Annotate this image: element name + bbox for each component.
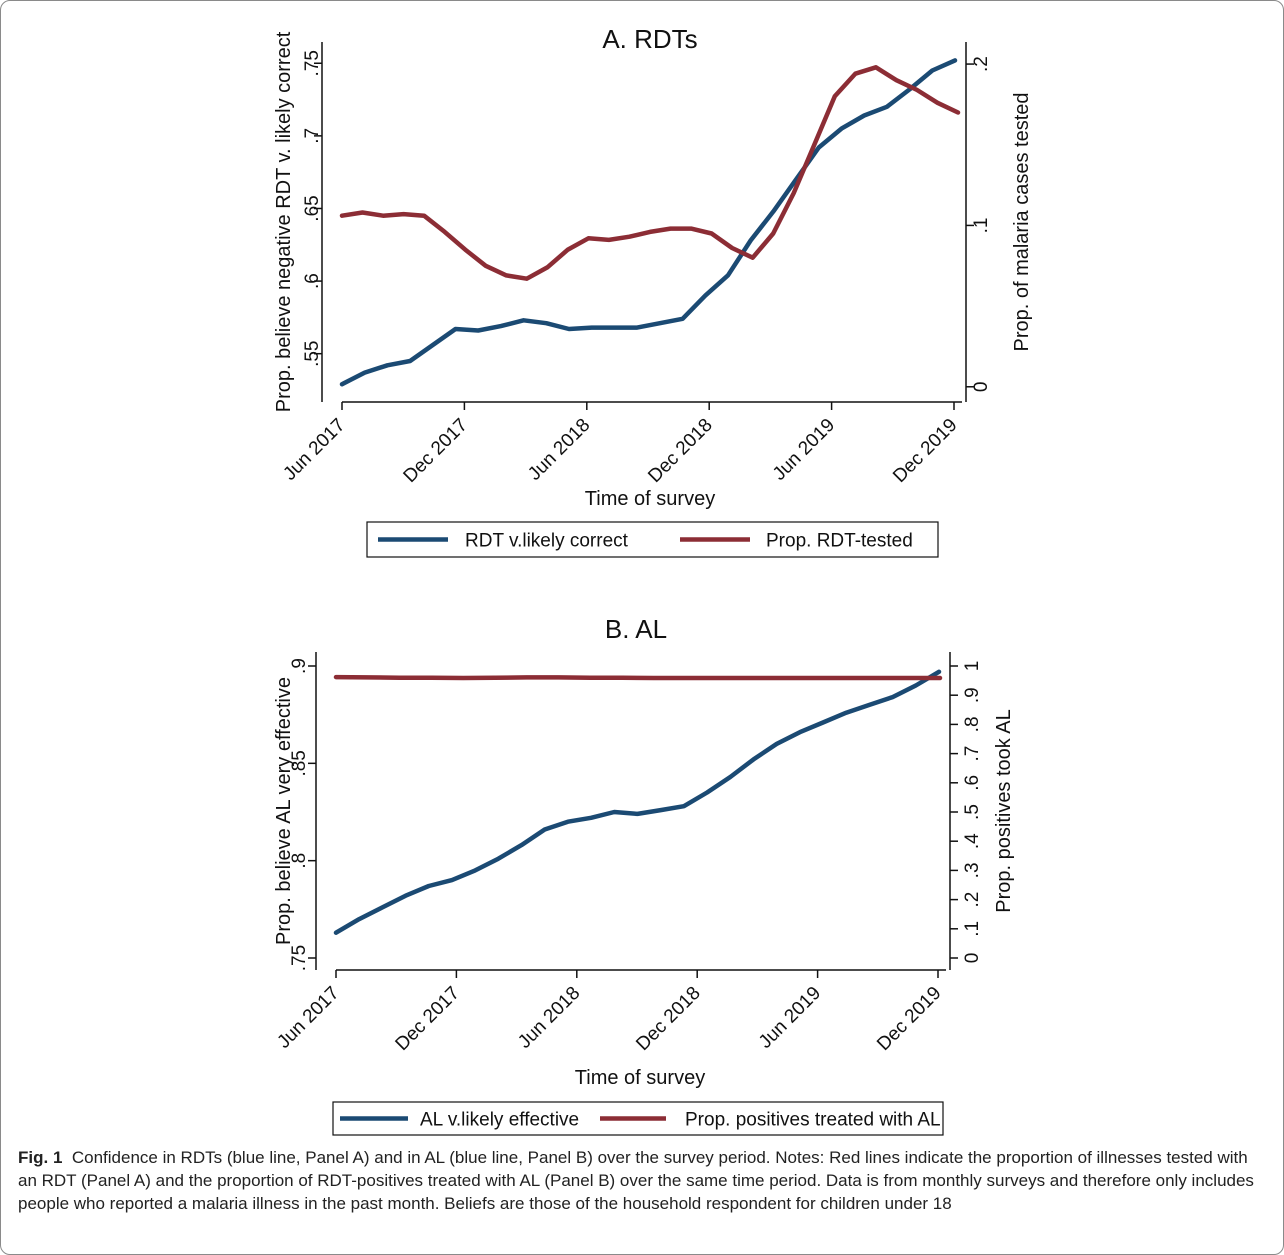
panel-a-ytick-label: .75 <box>302 50 323 76</box>
panel-a-y-axis-right-title: Prop. of malaria cases tested <box>1011 92 1033 351</box>
panel-b-ytick-label: .8 <box>289 853 310 869</box>
figure-canvas: A. RDTs .55 .6 .65 .7 .75 0 .1 .2 Jun 2017 Dec 201… <box>273 24 1033 1136</box>
panel-b-ytick-label: .75 <box>289 945 310 971</box>
panel-a-title: A. RDTs <box>602 24 697 54</box>
panel-a-ytick-label: .7 <box>302 128 323 144</box>
panel-b-ytick-right-label: .3 <box>962 862 983 878</box>
panel-b-y-axis-right-title: Prop. positives took AL <box>993 709 1015 912</box>
panel-b-ytick-label: .85 <box>289 750 310 776</box>
panel-b-ytick-right-label: .2 <box>962 892 983 908</box>
panel-b-xtick-label: Dec 2019 <box>873 983 945 1055</box>
panel-a-series-blue-line <box>339 58 958 387</box>
panel-a-series-red-line <box>339 65 961 281</box>
panel-a-xtick-label: Dec 2017 <box>400 415 472 487</box>
caption-text: Confidence in RDTs (blue line, Panel A) … <box>18 1148 1254 1213</box>
panel-a-legend-label-red: Prop. RDT-tested <box>766 531 913 552</box>
panel-b-xtick-label: Jun 2018 <box>514 983 584 1053</box>
panel-b-ytick-right-label: .1 <box>962 921 983 937</box>
panel-b-xtick-label: Jun 2019 <box>755 983 825 1053</box>
panel-b-series-blue-line <box>333 669 942 935</box>
panel-b-xtick-label: Dec 2017 <box>392 983 464 1055</box>
panel-b-y-axis-title: Prop. believe AL very effective <box>273 677 295 945</box>
panel-a-ytick-right-label: .2 <box>971 56 992 72</box>
panel-b-ytick-right-label: .4 <box>962 833 983 849</box>
panel-a-ytick-label: .6 <box>302 273 323 289</box>
panel-a-xtick-label: Dec 2018 <box>644 415 716 487</box>
panel-b-ytick-right-label: .7 <box>962 746 983 762</box>
panel-b-ytick-label: .9 <box>289 658 310 674</box>
panel-a-xtick-label: Dec 2019 <box>889 415 961 487</box>
panel-a-y-axis-title: Prop. believe negative RDT v. likely cor… <box>273 31 295 412</box>
panel-a-ytick-label: .65 <box>302 195 323 221</box>
panel-a-x-axis-title: Time of survey <box>585 488 715 510</box>
panel-b-ytick-right-label: .8 <box>962 716 983 732</box>
panel-a-legend-box <box>366 521 939 558</box>
panel-b-title: B. AL <box>605 614 667 644</box>
caption-label: Fig. 1 <box>18 1148 63 1167</box>
panel-a-xtick-label: Jun 2017 <box>279 415 349 485</box>
panel-b-ytick-right-label: .9 <box>962 687 983 703</box>
panel-b-xtick-label: Jun 2017 <box>273 983 343 1053</box>
panel-a-xtick-label: Jun 2018 <box>524 415 594 485</box>
panel-b-xtick-label: Dec 2018 <box>632 983 704 1055</box>
panel-b-ytick-right-label: 1 <box>962 661 983 672</box>
panel-a-ytick-label: .55 <box>302 340 323 366</box>
panel-b-legend-label-red: Prop. positives treated with AL <box>685 1110 941 1131</box>
panel-b-ytick-right-label: .6 <box>962 775 983 791</box>
panel-a-ytick-right-label: 0 <box>971 381 992 392</box>
figure-caption: Fig. 1 Confidence in RDTs (blue line, Pa… <box>18 1146 1268 1215</box>
panel-a-xtick-label: Jun 2019 <box>769 415 839 485</box>
panel-b-x-axis-title: Time of survey <box>575 1067 705 1089</box>
panel-a-ytick-right-label: .1 <box>971 217 992 233</box>
panel-b-ytick-right-label: 0 <box>962 953 983 964</box>
panel-b-ytick-right-label: .5 <box>962 804 983 820</box>
panel-b-legend-label-blue: AL v.likely effective <box>420 1110 579 1131</box>
panel-a-legend-label-blue: RDT v.likely correct <box>465 531 629 552</box>
panel-b-series-red-line <box>333 674 943 681</box>
